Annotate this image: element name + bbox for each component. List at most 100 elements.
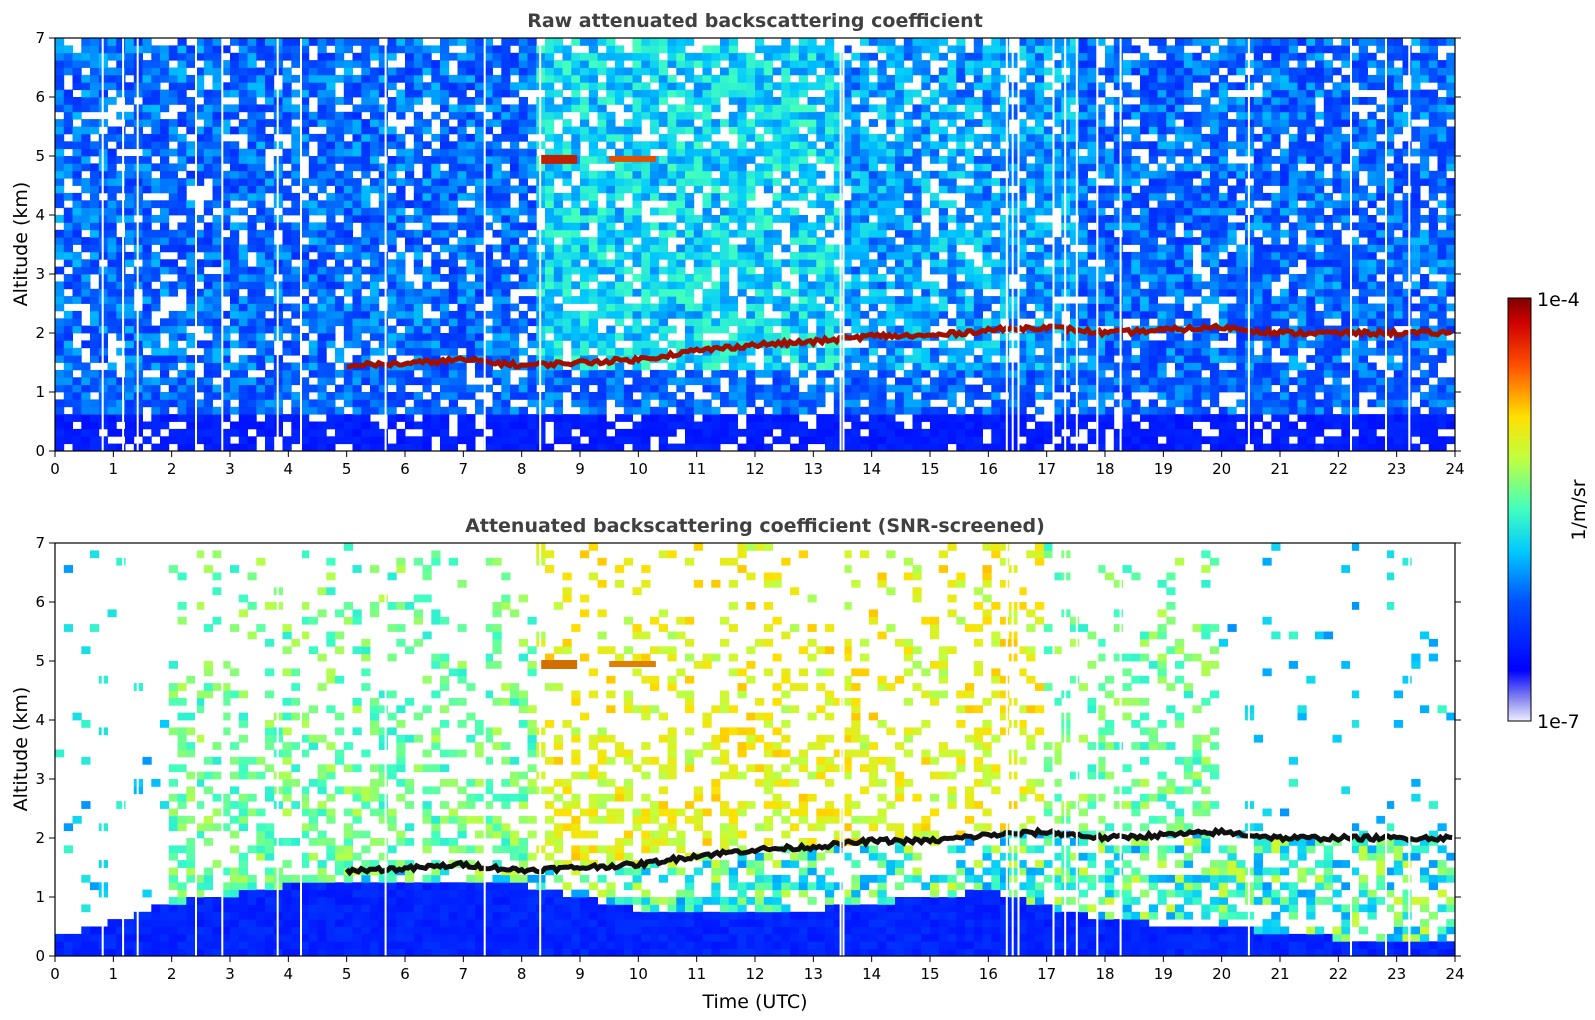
heatmap-cell	[763, 207, 773, 216]
heatmap-cell	[483, 45, 493, 54]
heatmap-cell	[632, 67, 642, 76]
heatmap-cell	[658, 369, 668, 378]
heatmap-cell	[230, 148, 240, 157]
heatmap-cell	[641, 82, 651, 91]
heatmap-cell	[798, 288, 808, 297]
heatmap-cell	[300, 74, 310, 83]
heatmap-cell	[422, 82, 432, 91]
heatmap-cell	[912, 340, 922, 349]
heatmap-cell	[842, 170, 852, 179]
heatmap-cell	[518, 97, 528, 105]
heatmap-cell	[781, 377, 791, 386]
heatmap-cell	[588, 333, 598, 341]
heatmap-cell	[737, 244, 747, 253]
heatmap-cell	[326, 74, 336, 83]
heatmap-cell	[378, 163, 388, 172]
heatmap-cell	[991, 52, 1001, 61]
heatmap-cell	[816, 97, 826, 105]
heatmap-cell	[291, 347, 301, 356]
heatmap-cell	[195, 163, 205, 172]
heatmap-cell	[518, 244, 528, 253]
heatmap-cell	[291, 192, 301, 201]
heatmap-cell	[580, 156, 590, 164]
heatmap-cell	[895, 89, 905, 98]
heatmap-cell	[361, 421, 371, 430]
heatmap-cell	[265, 237, 275, 245]
heatmap-cell	[466, 67, 476, 76]
heatmap-cell	[685, 392, 695, 400]
heatmap-cell	[405, 38, 415, 46]
heatmap-cell	[448, 229, 458, 238]
heatmap-cell	[886, 141, 896, 150]
heatmap-cell	[527, 421, 537, 430]
heatmap-cell	[833, 347, 843, 356]
heatmap-cell	[842, 67, 852, 76]
heatmap-cell	[501, 229, 511, 238]
heatmap-cell	[335, 369, 345, 378]
heatmap-cell	[938, 74, 948, 83]
heatmap-cell	[641, 340, 651, 349]
heatmap-cell	[361, 355, 371, 363]
heatmap-cell	[816, 428, 826, 437]
heatmap-cell	[693, 222, 703, 231]
heatmap-cell	[343, 111, 353, 120]
heatmap-cell	[440, 67, 450, 76]
heatmap-cell	[247, 303, 257, 312]
heatmap-cell	[921, 384, 931, 393]
heatmap-cell	[501, 266, 511, 275]
heatmap-cell	[553, 333, 563, 341]
heatmap-cell	[212, 288, 222, 297]
heatmap-cell	[702, 74, 712, 83]
heatmap-cell	[168, 281, 178, 290]
heatmap-cell	[1000, 310, 1010, 319]
heatmap-cell	[912, 229, 922, 238]
heatmap-cell	[81, 340, 91, 349]
heatmap-cell	[623, 207, 633, 216]
heatmap-cell	[746, 399, 756, 408]
heatmap-cell	[545, 126, 555, 135]
heatmap-cell	[212, 325, 222, 334]
heatmap-cell	[667, 274, 677, 282]
heatmap-cell	[868, 318, 878, 327]
heatmap-cell	[387, 192, 397, 201]
heatmap-cell	[825, 119, 835, 127]
heatmap-cell	[63, 52, 73, 61]
heatmap-cell	[877, 148, 887, 157]
heatmap-cell	[658, 207, 668, 216]
heatmap-cell	[545, 133, 555, 142]
heatmap-cell	[833, 303, 843, 312]
heatmap-cell	[256, 163, 266, 172]
heatmap-cell	[160, 369, 170, 378]
heatmap-cell	[291, 163, 301, 172]
heatmap-cell	[562, 266, 572, 275]
heatmap-cell	[1000, 104, 1010, 113]
heatmap-cell	[588, 126, 598, 135]
heatmap-cell	[982, 340, 992, 349]
heatmap-cell	[448, 156, 458, 164]
heatmap-cell	[632, 45, 642, 54]
heatmap-cell	[282, 207, 292, 216]
heatmap-cell	[632, 215, 642, 223]
heatmap-cell	[142, 133, 152, 142]
heatmap-cell	[492, 310, 502, 319]
heatmap-cell	[606, 185, 616, 194]
heatmap-cell	[343, 333, 353, 341]
heatmap-cell	[842, 406, 852, 415]
heatmap-cell	[203, 281, 213, 290]
heatmap-cell	[912, 384, 922, 393]
heatmap-cell	[291, 237, 301, 245]
heatmap-cell	[860, 52, 870, 61]
heatmap-cell	[291, 126, 301, 135]
heatmap-cell	[212, 215, 222, 223]
heatmap-cell	[991, 119, 1001, 127]
heatmap-cell	[352, 74, 362, 83]
heatmap-cell	[895, 392, 905, 400]
heatmap-cell	[658, 414, 668, 422]
heatmap-cell	[116, 281, 126, 290]
heatmap-cell	[641, 97, 651, 105]
heatmap-cell	[510, 392, 520, 400]
heatmap-cell	[588, 274, 598, 282]
heatmap-cell	[667, 163, 677, 172]
heatmap-cell	[860, 384, 870, 393]
heatmap-cell	[247, 82, 257, 91]
